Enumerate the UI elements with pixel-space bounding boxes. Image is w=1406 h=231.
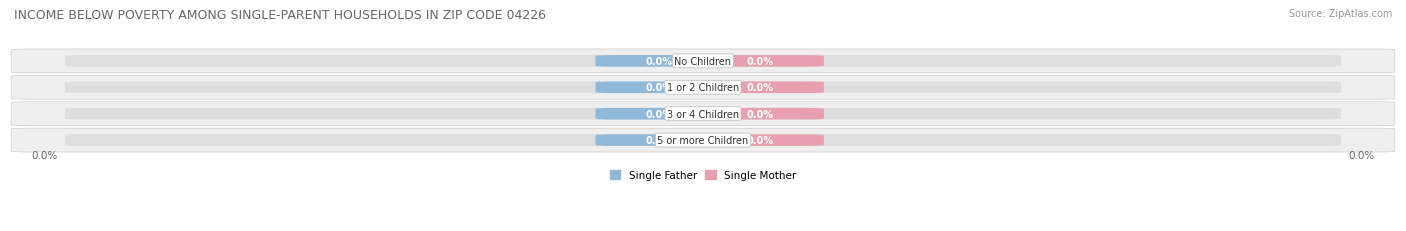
FancyBboxPatch shape <box>65 108 710 120</box>
Text: 0.0%: 0.0% <box>645 83 673 93</box>
FancyBboxPatch shape <box>696 56 824 67</box>
FancyBboxPatch shape <box>696 56 1341 67</box>
FancyBboxPatch shape <box>65 82 710 94</box>
FancyBboxPatch shape <box>11 102 1395 126</box>
Text: INCOME BELOW POVERTY AMONG SINGLE-PARENT HOUSEHOLDS IN ZIP CODE 04226: INCOME BELOW POVERTY AMONG SINGLE-PARENT… <box>14 9 546 22</box>
Text: 0.0%: 0.0% <box>1348 150 1375 160</box>
Text: Source: ZipAtlas.com: Source: ZipAtlas.com <box>1288 9 1392 19</box>
FancyBboxPatch shape <box>596 108 723 120</box>
Text: 0.0%: 0.0% <box>645 136 673 146</box>
Legend: Single Father, Single Mother: Single Father, Single Mother <box>606 166 800 185</box>
Text: 0.0%: 0.0% <box>31 150 58 160</box>
FancyBboxPatch shape <box>696 135 1341 146</box>
FancyBboxPatch shape <box>596 82 723 94</box>
FancyBboxPatch shape <box>11 76 1395 100</box>
Text: 0.0%: 0.0% <box>747 83 773 93</box>
Text: No Children: No Children <box>675 57 731 67</box>
Text: 1 or 2 Children: 1 or 2 Children <box>666 83 740 93</box>
FancyBboxPatch shape <box>696 135 824 146</box>
FancyBboxPatch shape <box>596 135 723 146</box>
FancyBboxPatch shape <box>596 56 723 67</box>
FancyBboxPatch shape <box>696 108 1341 120</box>
Text: 0.0%: 0.0% <box>747 136 773 146</box>
FancyBboxPatch shape <box>65 135 710 146</box>
FancyBboxPatch shape <box>11 129 1395 152</box>
Text: 0.0%: 0.0% <box>645 57 673 67</box>
Text: 0.0%: 0.0% <box>747 57 773 67</box>
Text: 3 or 4 Children: 3 or 4 Children <box>666 109 740 119</box>
FancyBboxPatch shape <box>696 108 824 120</box>
FancyBboxPatch shape <box>11 50 1395 73</box>
FancyBboxPatch shape <box>65 56 710 67</box>
Text: 5 or more Children: 5 or more Children <box>658 136 748 146</box>
FancyBboxPatch shape <box>696 82 1341 94</box>
Text: 0.0%: 0.0% <box>645 109 673 119</box>
Text: 0.0%: 0.0% <box>747 109 773 119</box>
FancyBboxPatch shape <box>696 82 824 94</box>
